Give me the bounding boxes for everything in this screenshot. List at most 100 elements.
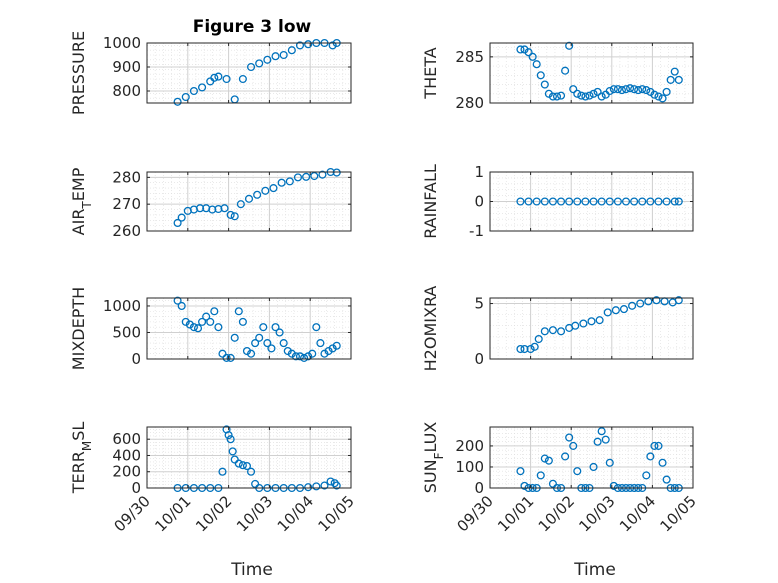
subplot-h2omixra: 0 5 H2OMIXRA: [421, 286, 694, 371]
data-point: [222, 74, 231, 84]
data-point: [650, 90, 659, 99]
data-point: [571, 321, 580, 330]
data-point: [214, 323, 223, 332]
data-point: [552, 92, 562, 101]
data-point: [589, 462, 598, 472]
y-tick-label: 800: [112, 82, 141, 100]
plot-area: [147, 427, 351, 488]
data-point: [534, 334, 543, 344]
data-point: [556, 91, 566, 100]
data-point: [287, 349, 296, 358]
data-point: [593, 437, 602, 446]
data-point: [565, 197, 574, 206]
axes-box: [489, 426, 694, 489]
data-point: [230, 212, 239, 221]
data-point: [304, 40, 313, 49]
data-point: [234, 307, 243, 316]
data-point: [238, 74, 247, 84]
data-point: [544, 456, 553, 465]
data-point: [605, 86, 614, 96]
data-point: [516, 45, 525, 54]
subplot-sun-flux: 010020009/3010/0110/0210/0310/0410/05SUN…: [421, 422, 700, 536]
y-axis-label-subscript: M: [80, 441, 94, 451]
data-point: [636, 299, 645, 308]
data-point: [585, 91, 594, 100]
data-point: [224, 431, 233, 440]
subplot-pressure: 800 900 1000 PRESSURE: [69, 31, 352, 115]
plot-area: [147, 43, 351, 103]
data-point: [173, 97, 182, 106]
data-point: [674, 296, 683, 305]
data-point: [318, 170, 327, 179]
data-point: [674, 197, 683, 206]
data-point: [621, 197, 631, 206]
data-point: [226, 353, 235, 362]
y-axis-label-subscript: T: [80, 201, 94, 210]
data-point: [634, 86, 643, 95]
y-axis-label: PRESSURE: [69, 31, 88, 115]
data-point: [202, 312, 211, 321]
axes-box: [146, 426, 352, 489]
data-point: [642, 86, 651, 95]
data-point: [674, 75, 683, 84]
y-tick-label: 1000: [103, 34, 141, 52]
data-point: [238, 461, 247, 470]
y-tick-label: 400: [112, 446, 141, 464]
data-point: [189, 86, 198, 96]
data-point: [548, 479, 557, 488]
data-point: [222, 353, 231, 362]
data-point: [520, 344, 529, 354]
data-point: [275, 328, 284, 337]
data-point: [569, 441, 578, 450]
data-point: [210, 307, 219, 316]
data-point: [332, 341, 341, 350]
y-tick-label: 260: [112, 222, 141, 240]
plot-area: [490, 427, 693, 488]
data-point: [630, 197, 639, 206]
data-point: [628, 301, 637, 310]
data-point: [658, 458, 667, 467]
y-tick-label: 5: [474, 295, 484, 313]
data-point: [524, 48, 533, 57]
data-point: [597, 427, 606, 436]
data-point: [593, 87, 602, 96]
data-point: [548, 197, 557, 206]
data-point: [548, 326, 557, 335]
data-point: [587, 317, 596, 326]
data-point: [638, 197, 647, 206]
y-tick-label: 280: [455, 94, 484, 112]
y-tick-label: 1000: [103, 297, 141, 315]
data-point: [267, 344, 276, 353]
data-point: [177, 301, 186, 311]
y-axis-label-rest: SL: [69, 422, 88, 441]
data-point: [670, 197, 679, 206]
data-point: [328, 41, 337, 50]
data-point: [181, 317, 190, 326]
data-point: [536, 471, 545, 480]
axes-box: [146, 297, 352, 360]
data-point: [569, 85, 578, 94]
y-tick-label: 0: [474, 193, 484, 211]
data-point: [324, 346, 333, 356]
data-point: [654, 197, 663, 206]
data-point: [269, 184, 278, 193]
data-point: [589, 89, 598, 98]
axes-box: [146, 42, 352, 104]
data-point: [228, 447, 237, 456]
data-point: [253, 190, 262, 199]
y-axis-label: MIXDEPTH: [69, 287, 88, 370]
data-point: [295, 41, 305, 50]
data-point: [230, 455, 239, 464]
data-point: [293, 173, 303, 182]
data-point: [246, 349, 256, 358]
y-tick-label: 100: [455, 458, 484, 476]
data-point: [263, 339, 272, 348]
data-point: [609, 481, 618, 490]
data-point: [246, 62, 256, 72]
data-point: [226, 210, 235, 219]
data-point: [312, 323, 321, 332]
data-point: [302, 172, 311, 181]
data-point: [573, 467, 582, 476]
data-point: [573, 197, 582, 206]
